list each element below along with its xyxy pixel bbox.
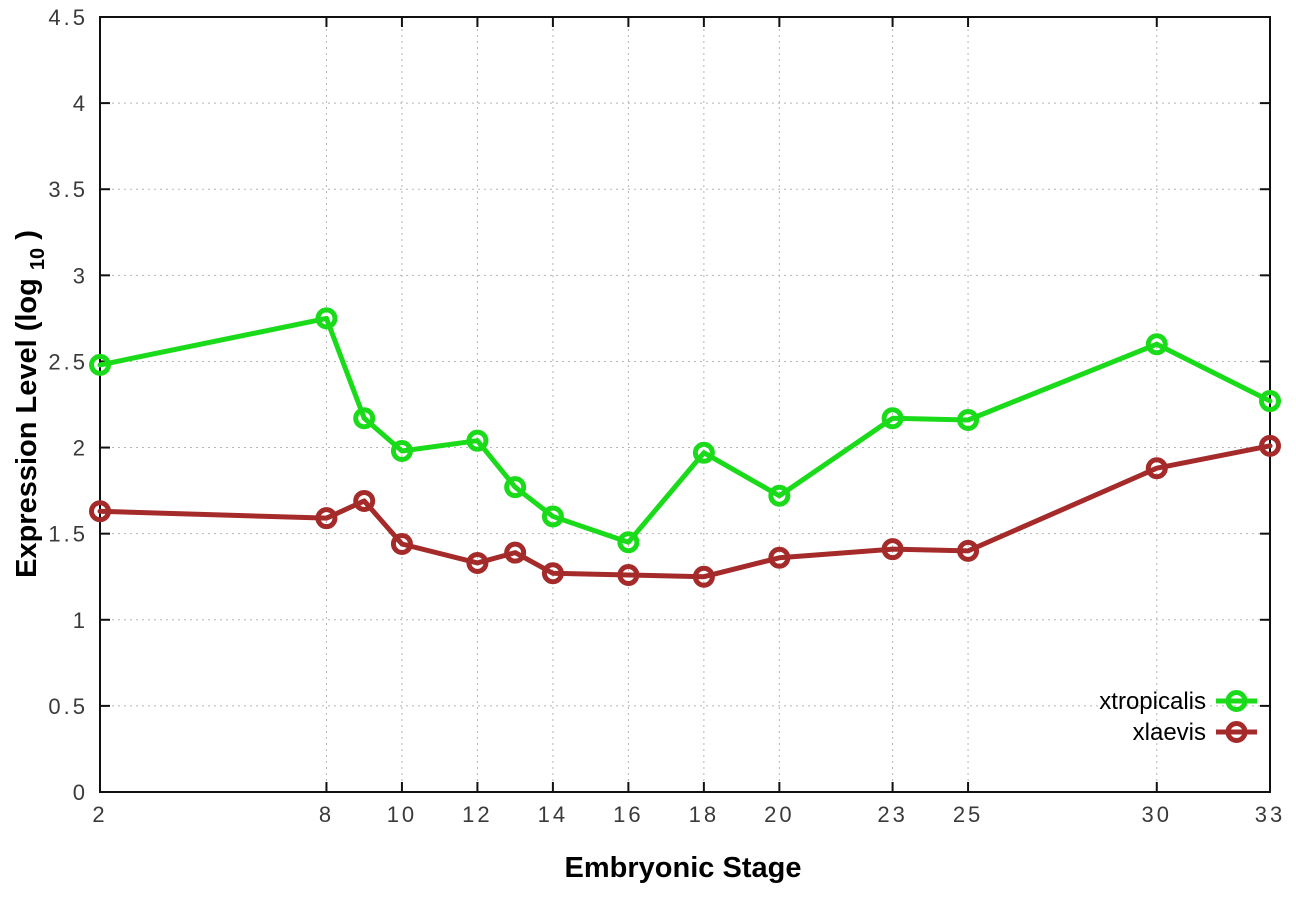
- legend: xtropicalis xlaevis: [1099, 688, 1257, 746]
- series-xlaevis: [89, 434, 1281, 588]
- data-point-xtropicalis: [957, 409, 980, 431]
- data-point-xlaevis: [881, 538, 904, 561]
- data-point-xtropicalis: [541, 505, 564, 528]
- data-point-xlaevis: [466, 551, 489, 574]
- y-tick-label: 2.5: [48, 349, 88, 374]
- y-tick-label: 4: [73, 91, 88, 116]
- data-point-xtropicalis: [390, 440, 413, 462]
- data-point-xlaevis: [768, 546, 791, 569]
- x-tick-label: 18: [689, 802, 719, 827]
- y-tick-label: 4.5: [48, 5, 88, 30]
- y-tick-label: 2: [73, 436, 88, 461]
- data-point-xtropicalis: [617, 531, 640, 554]
- data-point-xlaevis: [315, 507, 338, 530]
- data-point-xtropicalis: [692, 441, 715, 464]
- y-axis-title-suffix: ): [11, 230, 43, 240]
- x-tick-label: 14: [538, 802, 568, 827]
- x-tick-label: 30: [1142, 802, 1172, 827]
- legend-marker-xlaevis: [1225, 721, 1248, 743]
- y-tick-label: 0.5: [48, 694, 88, 719]
- gridlines: [100, 17, 1270, 792]
- y-axis-title: Expression Level (log 10 ): [11, 230, 51, 578]
- legend-entry-xtropicalis: xtropicalis: [1099, 688, 1257, 715]
- data-point-xlaevis: [1259, 434, 1281, 457]
- y-tick-label: 1: [73, 608, 88, 633]
- data-point-xtropicalis: [315, 307, 338, 330]
- plot-border: [99, 16, 1271, 793]
- data-point-xtropicalis: [466, 429, 489, 452]
- y-axis-title-sub: 10: [27, 248, 49, 270]
- data-point-xtropicalis: [768, 484, 791, 507]
- y-tick-label: 1.5: [48, 522, 88, 547]
- x-tick-label: 12: [462, 802, 492, 827]
- y-axis-title-main: Expression Level (log: [11, 278, 43, 578]
- y-tick-label: 0: [73, 780, 88, 805]
- data-point-xtropicalis: [89, 353, 111, 376]
- tick-labels: 2 8 10 12 14 16 18 20 23 25 30 33 0 0.5 1 1.5 2 2.5 3 3.5 4 4…: [48, 5, 1285, 827]
- data-point-xlaevis: [353, 489, 376, 512]
- x-tick-label: 2: [92, 802, 107, 827]
- data-point-xtropicalis: [504, 476, 527, 499]
- y-tick-label: 3.5: [48, 177, 88, 202]
- x-axis-title: Embryonic Stage: [565, 852, 802, 884]
- data-point-xlaevis: [504, 541, 527, 564]
- axis-ticks: [99, 16, 1271, 793]
- data-point-xtropicalis: [881, 407, 904, 430]
- data-point-xlaevis: [541, 562, 564, 585]
- x-tick-label: 10: [387, 802, 417, 827]
- series-line-xtropicalis: [97, 315, 1273, 545]
- x-tick-label: 25: [953, 802, 983, 827]
- legend-marker-xtropicalis: [1225, 690, 1248, 712]
- data-series: [89, 307, 1281, 588]
- data-point-xlaevis: [1145, 457, 1168, 480]
- y-tick-label: 3: [73, 263, 88, 288]
- x-tick-label: 33: [1255, 802, 1285, 827]
- data-point-xlaevis: [390, 533, 413, 555]
- x-tick-label: 20: [764, 802, 794, 827]
- x-tick-label: 16: [613, 802, 643, 827]
- data-point-xlaevis: [692, 565, 715, 588]
- data-point-xtropicalis: [1259, 390, 1281, 413]
- x-tick-label: 8: [319, 802, 334, 827]
- legend-label-xlaevis: xlaevis: [1133, 719, 1206, 746]
- legend-label-xtropicalis: xtropicalis: [1099, 688, 1206, 715]
- data-point-xlaevis: [617, 564, 640, 586]
- legend-entry-xlaevis: xlaevis: [1133, 719, 1257, 746]
- data-point-xlaevis: [89, 500, 111, 523]
- series-xtropicalis: [89, 307, 1281, 554]
- series-line-xlaevis: [97, 443, 1273, 580]
- x-tick-label: 23: [877, 802, 907, 827]
- data-point-xtropicalis: [1145, 333, 1168, 356]
- data-point-xtropicalis: [353, 407, 376, 430]
- data-point-xlaevis: [957, 539, 980, 562]
